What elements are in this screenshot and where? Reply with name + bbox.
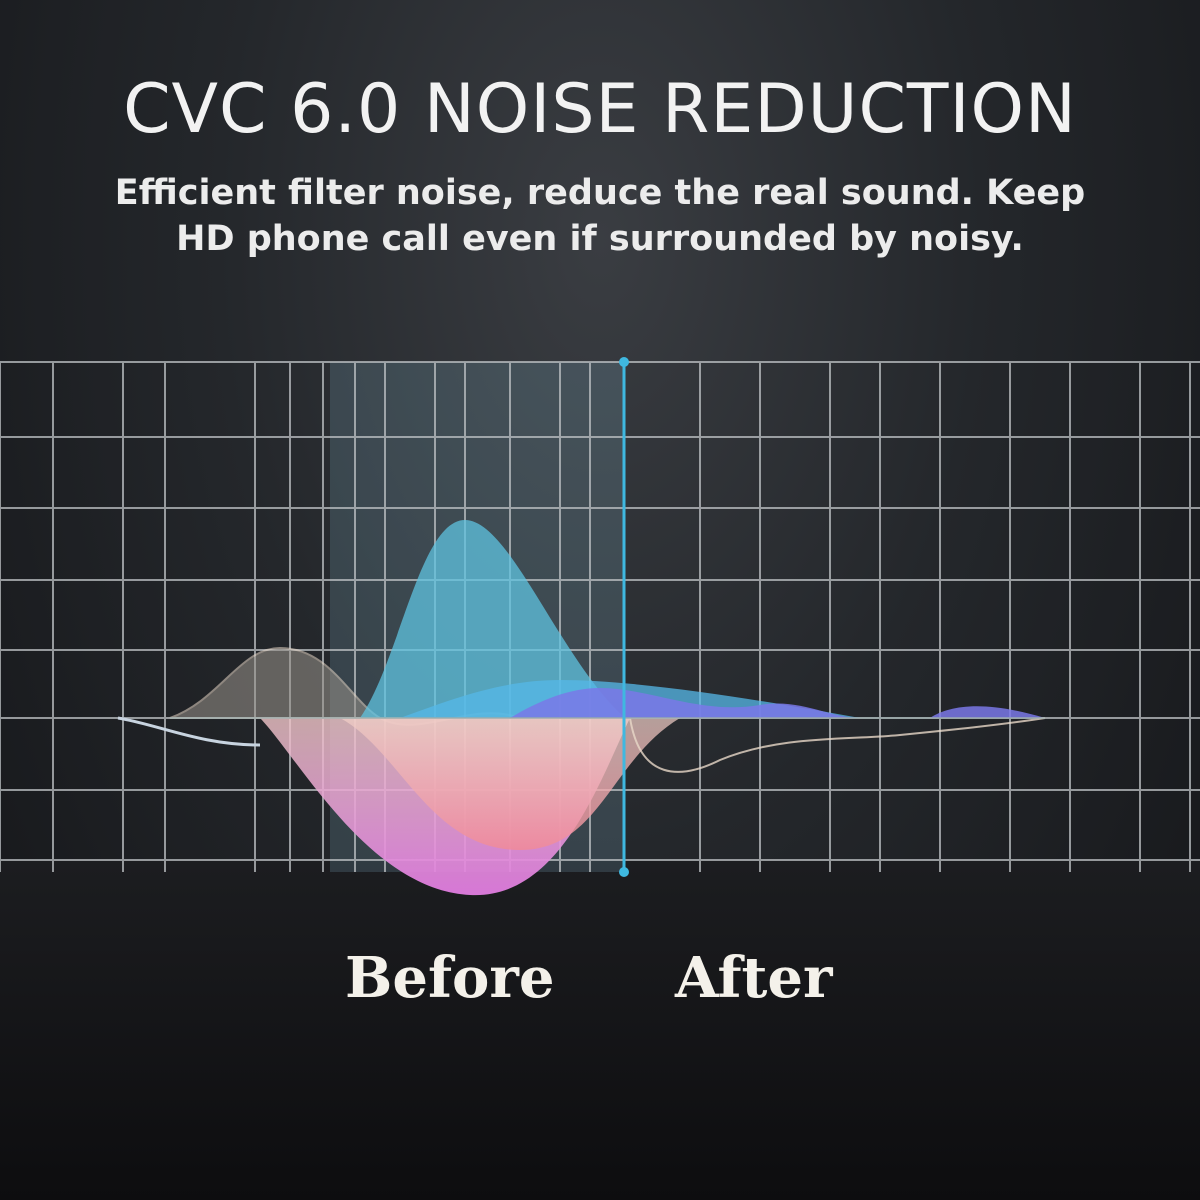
after-label: After <box>675 945 833 1011</box>
subtitle-line-1: Efficient filter noise, reduce the real … <box>114 173 1086 213</box>
divider-top-dot <box>619 357 629 367</box>
wave-peach <box>340 718 680 850</box>
wave-blue-peak <box>360 520 625 718</box>
wave-purple <box>510 688 1045 718</box>
subtitle-line-2: HD phone call even if surrounded by nois… <box>176 219 1024 259</box>
crowd-background <box>0 860 1200 1200</box>
page-title: CVC 6.0 NOISE REDUCTION <box>123 70 1077 149</box>
baseline-left <box>117 716 261 747</box>
subtitle: Efficient filter noise, reduce the real … <box>0 170 1200 262</box>
before-label: Before <box>345 945 555 1011</box>
wave-after-lower <box>629 717 1046 773</box>
divider-bottom-dot <box>619 867 629 877</box>
